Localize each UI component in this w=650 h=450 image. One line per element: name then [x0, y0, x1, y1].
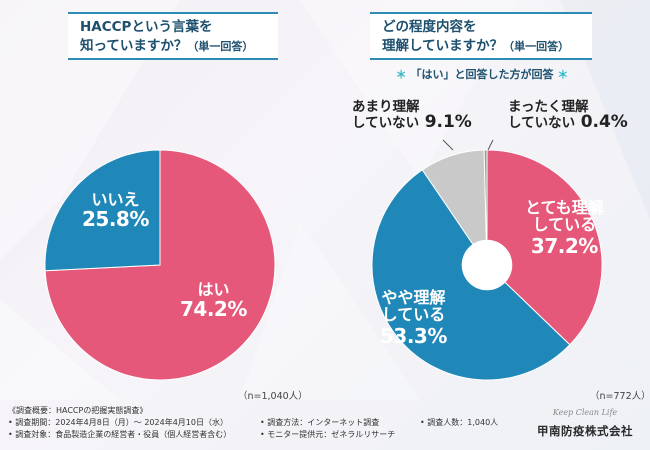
n-label-right: （n=772人） [590, 391, 650, 402]
slice-label-not-much: あまり理解 していない 9.1% [352, 100, 472, 132]
slice-label-not-at-all-line1: まったく理解 [508, 99, 589, 115]
pie-slice-no [44, 149, 161, 272]
question-left-line1: HACCPという言葉を [80, 19, 213, 35]
slice-label-somewhat: やや理解 している 53.3% [380, 288, 447, 348]
question-right-line2: 理解していますか？ [382, 38, 504, 54]
footer-target: • 調査対象：食品製造企業の経営者・役員（個人経営者含む） [8, 430, 232, 439]
slice-label-yes-category: はい [197, 280, 230, 299]
donut-slice-very-well [486, 149, 603, 346]
company-logo: Keep Clean Life 甲南防疫株式会社 [530, 408, 640, 444]
question-right-line1: どの程度内容を [382, 19, 477, 35]
donut-chart-understanding [371, 139, 603, 381]
slice-label-somewhat-line2: している [381, 304, 446, 324]
donut-hole [461, 239, 513, 291]
logo-tagline: Keep Clean Life [552, 408, 618, 417]
question-right: どの程度内容を 理解していますか？（単一回答） [370, 12, 592, 60]
slice-label-yes-percent: 74.2% [180, 296, 247, 321]
slice-label-very-well-line2: している [532, 214, 597, 234]
slice-label-no: いいえ 25.8% [82, 190, 149, 231]
question-left: HACCPという言葉を 知っていますか？（単一回答） [68, 12, 278, 60]
footer-method: • 調査方法：インターネット調査 [260, 418, 380, 427]
logo-company-name: 甲南防疫株式会社 [537, 424, 633, 438]
question-right-suffix: （単一回答） [503, 40, 570, 53]
question-left-suffix: （単一回答） [187, 40, 254, 53]
note-asterisk-right: ＊ [557, 68, 569, 81]
leader-line-not-at-all [487, 139, 494, 151]
slice-label-not-much-percent: 9.1% [424, 112, 472, 133]
note-text: 「はい」と回答した方が回答 [410, 68, 554, 81]
slice-label-very-well-percent: 37.2% [530, 233, 598, 258]
slice-label-not-at-all: まったく理解 していない 0.4% [508, 100, 628, 132]
respondent-note: ＊ 「はい」と回答した方が回答 ＊ [372, 66, 592, 82]
footer-period: • 調査期間：2024年4月8日（月）～ 2024年4月10日（水） [8, 418, 228, 427]
slice-label-not-at-all-line2: していない [508, 115, 576, 132]
footer-title: 《調査概要：HACCPの把握実態調査》 [8, 406, 148, 415]
footer-count: • 調査人数：1,040人 [420, 418, 499, 427]
slice-label-no-percent: 25.8% [82, 206, 149, 231]
leader-line-not-much [442, 139, 454, 151]
survey-footer: 《調査概要：HACCPの把握実態調査》 • 調査期間：2024年4月8日（月）～… [8, 404, 642, 448]
slice-label-very-well: とても理解 している 37.2% [525, 198, 604, 258]
question-left-line2: 知っていますか？ [80, 38, 188, 54]
donut-slice-not-at-all [483, 149, 488, 266]
slice-label-not-much-line1: あまり理解 [352, 99, 420, 115]
slice-label-not-much-line2: していない [352, 115, 420, 132]
footer-provider: • モニター提供元：ゼネラルリサーチ [260, 430, 396, 439]
slice-label-somewhat-percent: 53.3% [380, 323, 447, 348]
n-label-left: （n=1,040人） [238, 391, 308, 402]
slice-label-very-well-line1: とても理解 [525, 198, 604, 217]
slice-label-somewhat-line1: やや理解 [381, 288, 446, 307]
slice-label-no-category: いいえ [91, 190, 140, 209]
pie-chart-awareness [44, 149, 276, 381]
slice-label-not-at-all-percent: 0.4% [580, 112, 628, 133]
note-asterisk-left: ＊ [395, 68, 407, 81]
slice-label-yes: はい 74.2% [180, 280, 247, 321]
